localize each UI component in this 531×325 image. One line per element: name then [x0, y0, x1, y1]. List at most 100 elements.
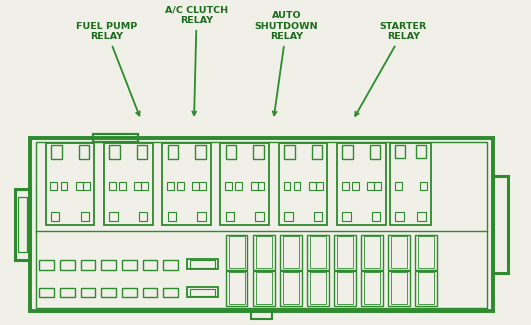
Bar	[199, 182, 206, 190]
Bar	[372, 212, 380, 221]
Bar	[225, 182, 232, 190]
Bar	[109, 145, 120, 159]
Bar	[101, 288, 116, 297]
Bar	[119, 182, 126, 190]
Bar	[310, 236, 326, 268]
Bar	[395, 145, 405, 158]
Bar	[137, 145, 148, 159]
Bar	[139, 212, 148, 221]
Bar	[226, 235, 247, 270]
Bar	[36, 142, 487, 307]
Bar	[391, 236, 407, 268]
Bar	[415, 235, 436, 270]
Bar	[197, 212, 205, 221]
Bar	[104, 143, 153, 225]
Bar	[493, 176, 508, 273]
Bar	[81, 212, 89, 221]
Bar	[416, 145, 426, 158]
Bar	[50, 182, 57, 190]
Bar	[395, 182, 401, 190]
Bar	[229, 272, 245, 304]
Bar	[143, 260, 158, 270]
Bar	[81, 288, 96, 297]
Bar	[388, 235, 409, 270]
Text: STARTER
RELAY: STARTER RELAY	[355, 22, 427, 116]
Bar	[415, 271, 436, 306]
Bar	[418, 236, 434, 268]
Bar	[280, 271, 302, 306]
Bar	[362, 271, 382, 306]
Bar	[253, 235, 275, 270]
Bar	[342, 182, 349, 190]
Bar	[167, 145, 178, 159]
Bar	[251, 182, 258, 190]
Bar	[109, 182, 116, 190]
Bar	[314, 212, 322, 221]
Bar	[162, 143, 211, 225]
Bar	[134, 182, 141, 190]
Bar	[81, 260, 96, 270]
Bar	[164, 288, 178, 297]
Bar	[51, 145, 62, 159]
Bar	[190, 260, 215, 267]
Bar	[284, 182, 290, 190]
Bar	[395, 212, 404, 221]
Bar	[79, 145, 89, 159]
Bar	[164, 260, 178, 270]
Bar	[51, 212, 59, 221]
Bar	[101, 260, 116, 270]
Bar	[374, 182, 381, 190]
Bar	[109, 212, 118, 221]
Bar	[367, 182, 374, 190]
Bar	[342, 212, 351, 221]
Bar	[307, 271, 329, 306]
Bar	[192, 182, 199, 190]
Bar	[309, 182, 316, 190]
Bar	[167, 182, 174, 190]
Bar	[294, 182, 301, 190]
Bar	[335, 235, 356, 270]
Bar	[15, 189, 30, 260]
Bar	[256, 236, 272, 268]
Bar	[337, 272, 353, 304]
Bar	[143, 288, 158, 297]
Bar	[61, 182, 67, 190]
Bar	[177, 182, 184, 190]
Bar	[190, 289, 215, 296]
Bar	[337, 143, 386, 225]
Bar	[18, 197, 27, 252]
Bar	[307, 235, 329, 270]
Text: A/C CLUTCH
RELAY: A/C CLUTCH RELAY	[165, 6, 228, 115]
Bar	[256, 272, 272, 304]
Bar	[253, 145, 264, 159]
Bar	[141, 182, 148, 190]
Bar	[337, 236, 353, 268]
Text: AUTO
SHUTDOWN
RELAY: AUTO SHUTDOWN RELAY	[255, 11, 319, 115]
Bar	[283, 236, 299, 268]
Text: FUEL PUMP
RELAY: FUEL PUMP RELAY	[76, 22, 140, 116]
Bar	[83, 182, 90, 190]
Bar	[335, 271, 356, 306]
Bar	[370, 145, 380, 159]
Bar	[235, 182, 242, 190]
Bar	[76, 182, 83, 190]
Bar	[229, 236, 245, 268]
Bar	[226, 212, 234, 221]
Bar	[419, 182, 426, 190]
Bar	[60, 288, 75, 297]
Bar	[255, 212, 264, 221]
Bar	[167, 212, 176, 221]
Bar	[93, 135, 139, 142]
Bar	[39, 288, 54, 297]
Bar	[187, 259, 218, 269]
Bar	[352, 182, 359, 190]
Bar	[226, 271, 247, 306]
Bar	[310, 272, 326, 304]
Bar	[46, 143, 95, 225]
Bar	[220, 143, 269, 225]
Bar	[280, 235, 302, 270]
Bar	[283, 272, 299, 304]
Bar	[187, 287, 218, 297]
Bar	[226, 145, 236, 159]
Bar	[316, 182, 323, 190]
